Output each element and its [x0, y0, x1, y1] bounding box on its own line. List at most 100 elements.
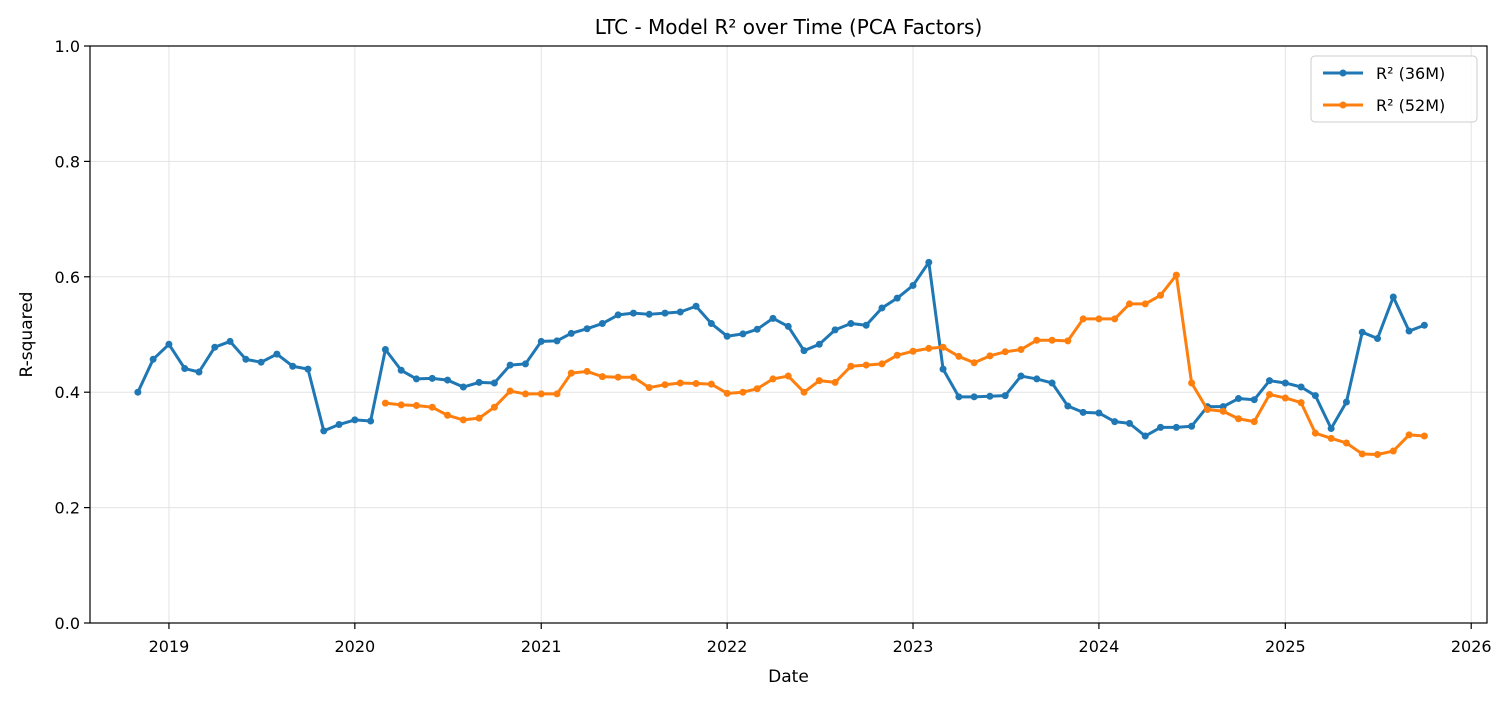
data-point: [1079, 408, 1087, 416]
data-point: [412, 401, 420, 409]
data-point: [1033, 336, 1041, 344]
data-point: [506, 387, 514, 395]
data-point: [397, 401, 405, 409]
data-point: [614, 373, 622, 381]
data-point: [1095, 409, 1103, 417]
data-point: [1311, 429, 1319, 437]
data-point: [1188, 379, 1196, 387]
data-point: [1234, 415, 1242, 423]
data-point: [521, 360, 529, 368]
data-point: [970, 359, 978, 367]
data-point: [723, 389, 731, 397]
data-point: [257, 358, 265, 366]
data-point: [211, 343, 219, 351]
data-point: [878, 304, 886, 312]
data-point: [459, 416, 467, 424]
data-point: [242, 355, 250, 363]
series-r2-52m: [381, 271, 1428, 459]
y-tick-label: 0.4: [55, 383, 80, 402]
data-point: [490, 403, 498, 411]
axis-layer: 2019 2020 2021 2022 2023 2024 2025 2026 0.0 0.2 0.…: [55, 37, 1492, 656]
data-point: [428, 374, 436, 382]
data-point: [475, 378, 483, 386]
data-point: [506, 361, 514, 369]
legend-marker-r2-36m: [1339, 69, 1347, 77]
data-point: [567, 369, 575, 377]
data-point: [1157, 291, 1165, 299]
data-point: [925, 344, 933, 352]
data-point: [490, 379, 498, 387]
data-point: [692, 380, 700, 388]
data-point: [1048, 336, 1056, 344]
x-tick-label: 2020: [334, 637, 375, 656]
data-point: [939, 343, 947, 351]
data-point: [537, 390, 545, 398]
data-point: [1420, 321, 1428, 329]
data-point: [707, 320, 715, 328]
data-point: [769, 375, 777, 383]
chart-title: LTC - Model R² over Time (PCA Factors): [595, 15, 983, 39]
plot-frame: [89, 45, 1488, 624]
data-point: [1266, 391, 1274, 399]
data-point: [1033, 375, 1041, 383]
data-point: [831, 326, 839, 334]
y-axis-title: R-squared: [17, 292, 37, 378]
data-point: [753, 385, 761, 393]
data-point: [289, 362, 297, 370]
data-point: [412, 375, 420, 383]
data-point: [598, 373, 606, 381]
data-point: [1001, 348, 1009, 356]
data-point: [195, 368, 203, 376]
data-point: [134, 388, 142, 396]
data-point: [1250, 396, 1258, 404]
data-point: [1141, 432, 1149, 440]
data-point: [1266, 377, 1274, 385]
data-point: [553, 390, 561, 398]
x-tick-label: 2022: [707, 637, 748, 656]
data-point: [986, 392, 994, 400]
data-point: [1389, 293, 1397, 301]
data-point: [397, 366, 405, 374]
data-point: [1297, 383, 1305, 391]
data-point: [1017, 346, 1025, 353]
legend-marker-r2-52m: [1339, 101, 1347, 109]
y-tick-label: 0.2: [55, 499, 80, 518]
data-point: [537, 337, 545, 345]
data-point: [893, 351, 901, 359]
data-point: [645, 310, 653, 318]
data-point: [909, 281, 917, 289]
data-point: [475, 414, 483, 422]
data-point: [955, 352, 963, 360]
data-point: [970, 393, 978, 401]
data-point: [692, 302, 700, 310]
data-point: [800, 347, 808, 355]
data-point: [847, 320, 855, 328]
data-point: [815, 340, 823, 348]
data-point: [676, 379, 684, 387]
data-point: [862, 361, 870, 369]
data-point: [645, 384, 653, 392]
data-point: [381, 346, 389, 353]
data-point: [598, 320, 606, 328]
data-point: [1327, 425, 1335, 433]
data-point: [1172, 271, 1180, 279]
data-point: [1281, 379, 1289, 387]
data-point: [304, 365, 312, 373]
data-point: [1420, 432, 1428, 440]
data-point: [1157, 423, 1165, 431]
data-point: [784, 322, 792, 330]
data-point: [1172, 423, 1180, 431]
y-tick-label: 0.8: [55, 152, 80, 171]
legend-label-r2-52m: R² (52M): [1376, 96, 1445, 115]
x-tick-label: 2019: [149, 637, 190, 656]
x-tick-label: 2025: [1265, 637, 1306, 656]
data-point: [1405, 327, 1413, 335]
data-point: [753, 325, 761, 333]
data-point: [149, 355, 157, 363]
data-point: [939, 365, 947, 373]
data-point: [1405, 431, 1413, 439]
data-point: [181, 365, 189, 373]
data-point: [769, 314, 777, 322]
data-point: [723, 332, 731, 340]
